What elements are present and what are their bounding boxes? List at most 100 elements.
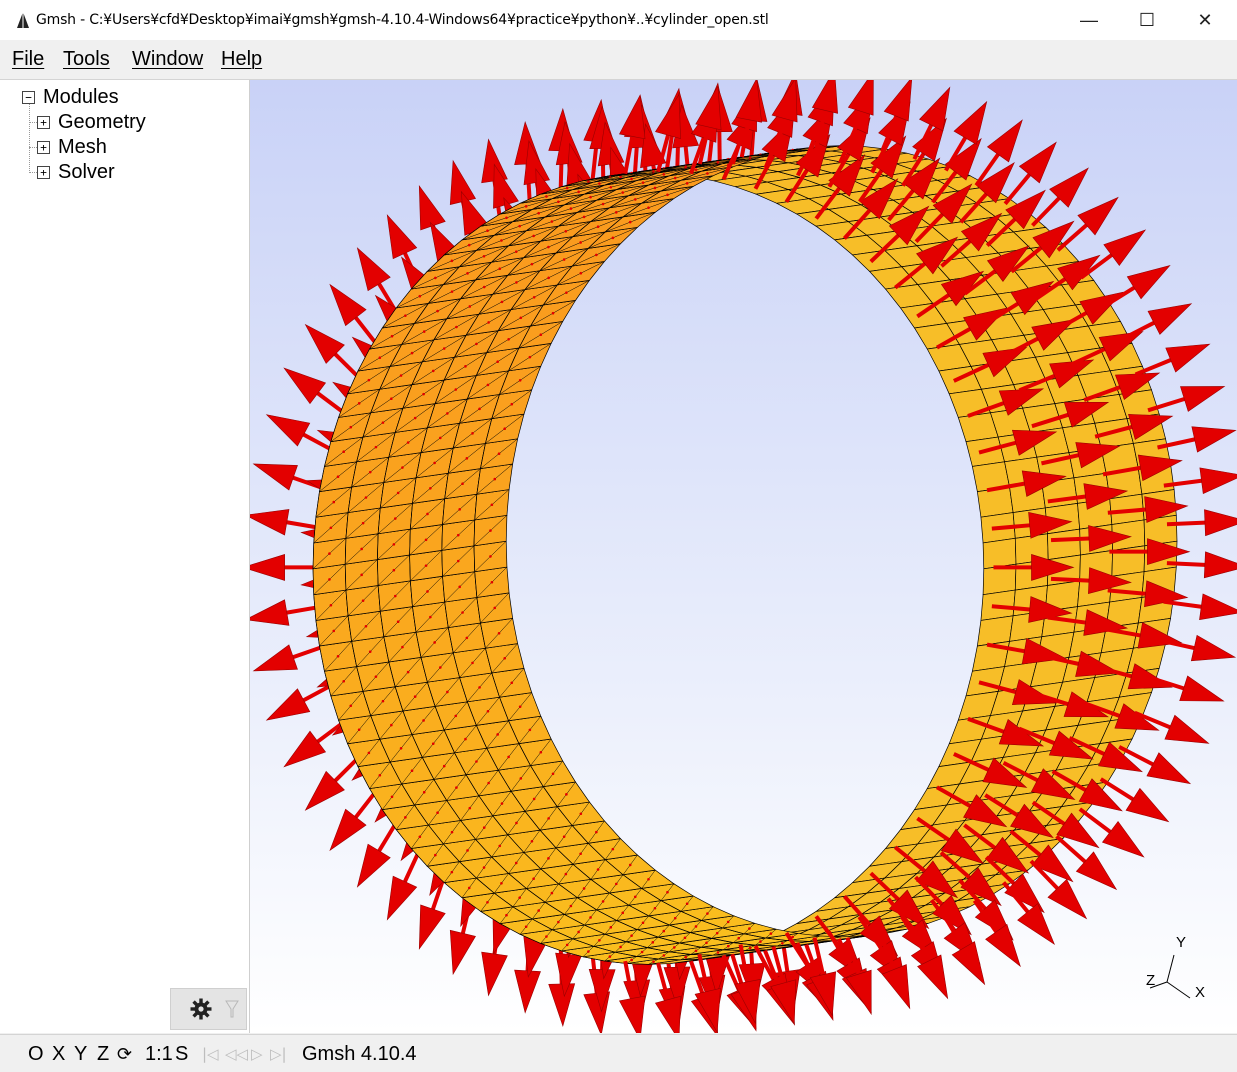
- scale-button[interactable]: 1:1: [145, 1043, 173, 1066]
- menu-bar: File Tools Window Help: [0, 40, 1237, 80]
- normal-arrow-head: [515, 970, 541, 1013]
- normal-arrow-head: [987, 120, 1022, 162]
- normal-dot: [330, 604, 333, 607]
- normal-dot: [483, 866, 486, 869]
- normal-arrow-shaft: [1051, 538, 1089, 540]
- normal-dot: [468, 887, 471, 890]
- normal-dot: [391, 335, 394, 338]
- normal-dot: [674, 177, 677, 180]
- normal-dot: [422, 393, 425, 396]
- previous-frame-icon[interactable]: ◁◁: [225, 1045, 248, 1063]
- normal-dot: [610, 926, 613, 929]
- normal-dot: [362, 522, 365, 525]
- normal-dot: [717, 161, 720, 164]
- normal-dot: [328, 552, 331, 555]
- tree-item-geometry[interactable]: + Geometry: [37, 110, 146, 134]
- normal-dot: [737, 937, 740, 940]
- menu-window[interactable]: Window: [132, 48, 203, 71]
- tree-item-solver[interactable]: + Solver: [37, 160, 115, 184]
- normal-dot: [365, 496, 368, 499]
- normal-dot: [425, 538, 428, 541]
- normal-dot: [695, 925, 698, 928]
- tree-item-modules[interactable]: − Modules: [22, 85, 119, 109]
- tree-item-mesh[interactable]: + Mesh: [37, 135, 107, 159]
- normal-dot: [498, 452, 501, 455]
- normal-dot: [563, 258, 566, 261]
- cylinder-mesh-scene[interactable]: [250, 80, 1237, 1033]
- expand-icon[interactable]: +: [37, 116, 50, 129]
- normal-dot: [337, 475, 340, 478]
- expand-icon[interactable]: +: [37, 166, 50, 179]
- normal-dot: [557, 200, 560, 203]
- normal-dot: [759, 940, 762, 943]
- normal-dot: [565, 793, 568, 796]
- normal-dot: [684, 956, 687, 959]
- first-frame-icon[interactable]: |◁: [202, 1045, 219, 1063]
- normal-dot: [610, 186, 613, 189]
- normal-dot: [565, 230, 568, 233]
- normal-dot: [475, 343, 478, 346]
- normal-arrow-head: [771, 980, 796, 1024]
- normal-dot: [654, 907, 657, 910]
- filter-icon[interactable]: [225, 999, 239, 1019]
- normal-dot: [498, 632, 501, 635]
- normal-dot: [525, 925, 528, 928]
- normal-dot: [579, 241, 582, 244]
- normal-dot: [328, 578, 331, 581]
- normal-dot: [486, 901, 489, 904]
- minimize-button[interactable]: —: [1060, 0, 1118, 40]
- graphics-viewport[interactable]: Y X Z: [250, 80, 1237, 1033]
- normal-dot: [684, 165, 687, 168]
- title-bar: Gmsh - C:¥Users¥cfd¥Desktop¥imai¥gmsh¥gm…: [0, 0, 1237, 41]
- normal-dot: [647, 206, 650, 209]
- menu-file[interactable]: File: [12, 48, 44, 71]
- next-frame-icon[interactable]: ▷|: [270, 1045, 287, 1063]
- view-z-button[interactable]: Z: [97, 1043, 109, 1066]
- normal-dot: [612, 848, 615, 851]
- normal-dot: [487, 710, 490, 713]
- normal-dot: [598, 939, 601, 942]
- normal-dot: [630, 959, 633, 962]
- normal-dot: [662, 930, 665, 933]
- normal-dot: [487, 384, 490, 387]
- normal-dot: [429, 487, 432, 490]
- normal-dot: [332, 501, 335, 504]
- normal-arrow-head: [884, 80, 912, 121]
- normal-dot: [515, 862, 518, 865]
- normal-dot: [570, 905, 573, 908]
- normal-dot: [454, 715, 457, 718]
- normal-dot: [641, 951, 644, 954]
- normal-dot: [375, 675, 378, 678]
- normal-dot: [519, 379, 522, 382]
- normal-dot: [501, 301, 504, 304]
- normal-dot: [436, 310, 439, 313]
- maximize-button[interactable]: ☐: [1118, 0, 1176, 40]
- menu-help[interactable]: Help: [221, 48, 262, 71]
- collapse-icon[interactable]: −: [22, 91, 35, 104]
- select-button[interactable]: S: [175, 1043, 188, 1066]
- close-button[interactable]: ✕: [1176, 0, 1234, 40]
- normal-dot: [629, 864, 632, 867]
- rotate-icon[interactable]: ⟳: [117, 1044, 132, 1065]
- expand-icon[interactable]: +: [37, 141, 50, 154]
- normal-dot: [419, 835, 422, 838]
- view-x-button[interactable]: X: [52, 1043, 65, 1066]
- normal-arrow-head: [1204, 552, 1237, 578]
- normal-dot: [619, 176, 622, 179]
- normal-dot: [587, 180, 590, 183]
- options-button[interactable]: [170, 988, 247, 1030]
- normal-dot: [411, 352, 414, 355]
- normal-dot: [515, 822, 518, 825]
- view-o-button[interactable]: O: [28, 1043, 44, 1066]
- normal-dot: [443, 347, 446, 350]
- normal-arrow-head: [330, 285, 366, 326]
- gmsh-logo-icon: [14, 11, 32, 29]
- normal-dot: [566, 187, 569, 190]
- view-y-button[interactable]: Y: [74, 1043, 87, 1066]
- normal-dot: [597, 225, 600, 228]
- menu-tools[interactable]: Tools: [63, 48, 110, 71]
- normal-dot: [531, 263, 534, 266]
- normal-dot: [489, 529, 492, 532]
- play-icon[interactable]: ▷: [251, 1045, 263, 1063]
- normal-dot: [547, 857, 550, 860]
